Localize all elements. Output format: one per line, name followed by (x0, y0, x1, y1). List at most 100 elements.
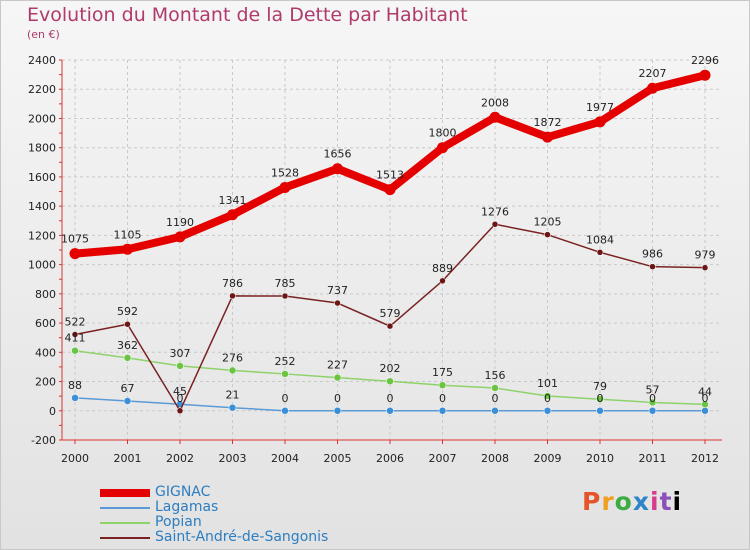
data-point-saint-andr-de-sangonis (544, 231, 551, 238)
data-label-popian: 57 (646, 383, 660, 396)
x-tick-label: 2012 (691, 452, 719, 465)
legend-label: GIGNAC (155, 484, 211, 500)
x-tick-label: 2007 (429, 452, 457, 465)
data-label-lagamas: 0 (702, 392, 709, 405)
data-point-saint-andr-de-sangonis (649, 263, 656, 270)
data-point-lagamas (228, 403, 237, 412)
data-point-popian (701, 400, 709, 409)
data-point-lagamas (333, 407, 342, 415)
x-tick-label: 2005 (324, 452, 352, 465)
data-label-saint-andr-de-sangonis: 889 (432, 262, 453, 275)
data-point-lagamas (543, 407, 552, 415)
data-label-gignac: 1513 (376, 169, 404, 182)
chart-subtitle: (en €) (27, 28, 60, 41)
data-point-saint-andr-de-sangonis (334, 299, 341, 307)
x-tick-label: 2002 (166, 452, 194, 465)
data-label-gignac: 1190 (166, 216, 194, 229)
chart-title: Evolution du Montant de la Dette par Hab… (27, 4, 468, 26)
data-label-saint-andr-de-sangonis: 986 (642, 248, 663, 261)
data-label-saint-andr-de-sangonis: 1276 (481, 205, 509, 218)
data-label-popian: 227 (327, 359, 348, 372)
data-label-saint-andr-de-sangonis: 979 (695, 249, 716, 262)
data-label-saint-andr-de-sangonis: 0 (177, 392, 184, 405)
data-label-popian: 156 (485, 369, 506, 382)
data-point-saint-andr-de-sangonis (229, 292, 236, 300)
data-point-gignac (279, 181, 291, 193)
data-point-lagamas (438, 407, 447, 415)
x-tick-label: 2008 (481, 452, 509, 465)
data-label-gignac: 2296 (691, 54, 719, 67)
data-point-gignac (174, 231, 186, 243)
data-point-popian (491, 384, 499, 392)
logo-letter: P (582, 487, 602, 516)
logo-letter: i (650, 487, 660, 516)
data-point-lagamas (281, 407, 289, 415)
data-point-popian (648, 398, 657, 407)
data-label-saint-andr-de-sangonis: 579 (380, 307, 401, 320)
legend-swatch-saint-andre (100, 537, 150, 539)
data-label-popian: 411 (65, 332, 86, 345)
y-tick-label: 200 (35, 376, 56, 389)
data-label-popian: 252 (275, 355, 296, 368)
legend-label: Saint-André-de-Sangonis (155, 529, 329, 545)
data-label-saint-andr-de-sangonis: 592 (117, 305, 138, 318)
data-label-saint-andr-de-sangonis: 737 (327, 284, 348, 297)
y-tick-label: 1400 (28, 200, 56, 213)
data-label-lagamas: 0 (334, 392, 341, 405)
data-point-gignac (699, 69, 711, 81)
data-label-lagamas: 0 (597, 392, 604, 405)
data-label-popian: 276 (222, 351, 243, 364)
data-point-lagamas (648, 407, 657, 415)
logo-letter: o (614, 487, 633, 516)
legend-label: Lagamas (155, 499, 219, 515)
data-point-saint-andr-de-sangonis (176, 407, 184, 415)
data-point-popian (596, 395, 604, 403)
data-label-popian: 307 (170, 347, 191, 360)
data-label-saint-andr-de-sangonis: 522 (65, 315, 86, 328)
legend-swatch-gignac (100, 489, 150, 497)
data-point-gignac (647, 82, 658, 94)
data-point-lagamas (596, 407, 604, 415)
data-point-saint-andr-de-sangonis (124, 320, 131, 328)
data-point-gignac (227, 209, 238, 221)
data-point-lagamas (701, 407, 709, 415)
proxiti-logo: Proxiti (582, 487, 682, 516)
data-point-lagamas (123, 397, 132, 405)
data-point-saint-andr-de-sangonis (439, 277, 446, 285)
data-point-popian (333, 373, 342, 382)
data-label-gignac: 1075 (61, 233, 89, 246)
y-tick-label: 2200 (28, 83, 56, 96)
data-label-popian: 79 (593, 380, 607, 393)
data-point-saint-andr-de-sangonis (596, 249, 604, 256)
y-tick-label: 1000 (28, 259, 56, 272)
x-tick-label: 2009 (534, 452, 562, 465)
y-tick-label: 1600 (28, 171, 56, 184)
data-point-gignac (542, 131, 553, 143)
legend-swatch-popian (100, 522, 150, 524)
data-point-popian (438, 381, 447, 389)
y-tick-label: 1200 (28, 229, 56, 242)
x-tick-label: 2000 (61, 452, 89, 465)
data-point-popian (71, 346, 79, 355)
data-point-gignac (489, 111, 501, 123)
data-label-saint-andr-de-sangonis: 1084 (586, 233, 614, 246)
data-point-popian (281, 370, 289, 378)
data-point-popian (228, 366, 237, 375)
data-point-gignac (384, 184, 396, 196)
data-label-lagamas: 67 (121, 382, 135, 395)
logo-letter: r (601, 487, 615, 516)
y-tick-label: 400 (35, 346, 56, 359)
y-tick-label: 2400 (28, 54, 56, 67)
y-tick-label: 1800 (28, 142, 56, 155)
data-label-popian: 362 (117, 339, 138, 352)
x-tick-label: 2010 (586, 452, 614, 465)
data-label-lagamas: 0 (544, 392, 551, 405)
data-point-popian (543, 392, 552, 400)
logo-letter: t (659, 487, 673, 516)
x-tick-label: 2006 (376, 452, 404, 465)
data-point-saint-andr-de-sangonis (71, 331, 79, 338)
data-label-lagamas: 0 (649, 392, 656, 405)
data-point-lagamas (71, 394, 79, 402)
data-label-lagamas: 45 (173, 385, 187, 398)
data-point-popian (123, 354, 132, 362)
